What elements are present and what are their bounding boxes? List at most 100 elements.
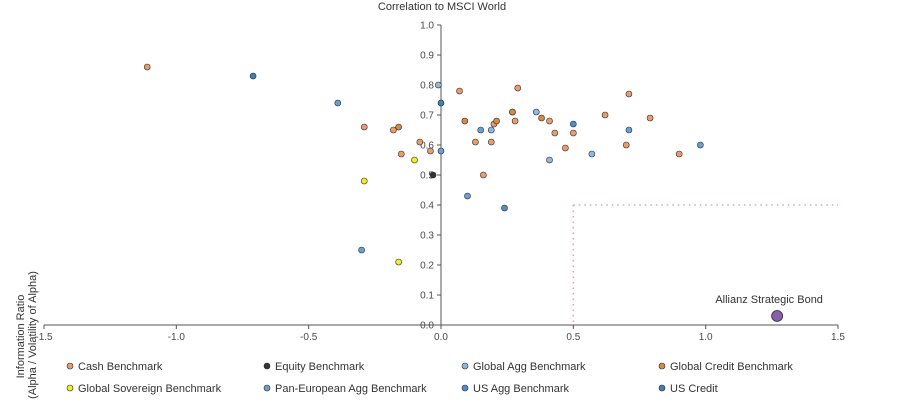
y-tick-label: 1.0 [420, 21, 434, 32]
y-tick-label: 0.4 [420, 201, 434, 212]
legend-item: Global Credit Benchmark [658, 361, 793, 373]
y-tick-label: 0.2 [420, 261, 434, 272]
legend-label: Cash Benchmark [78, 361, 163, 373]
legend-marker [658, 362, 666, 370]
legend-label: Pan-European Agg Benchmark [275, 383, 427, 395]
data-point [411, 156, 418, 164]
legend-label: Global Credit Benchmark [670, 361, 793, 373]
legend-label: Global Agg Benchmark [473, 361, 586, 373]
data-point [551, 129, 559, 137]
data-point [646, 114, 654, 122]
data-point [435, 81, 442, 89]
data-point [546, 156, 553, 164]
data-point [456, 87, 463, 95]
legend-item: Global Sovereign Benchmark [66, 383, 222, 395]
data-point [334, 99, 342, 107]
data-point [360, 177, 368, 185]
x-tick-label: 1.5 [831, 332, 845, 343]
y-tick-label: 0.9 [420, 51, 434, 62]
data-points [143, 63, 704, 266]
data-point [538, 114, 545, 122]
legend-label: US Credit [670, 383, 718, 395]
y-axis-label: Information Ratio (Alpha / Volatility of… [15, 271, 39, 399]
data-point [570, 120, 577, 128]
data-point [487, 138, 495, 146]
data-point [501, 204, 508, 212]
data-point [675, 150, 683, 158]
data-point [601, 111, 609, 119]
data-point [472, 138, 479, 146]
legend: Cash Benchmark Equity Benchmark Global Agg… [66, 361, 793, 395]
legend-item: US Credit [658, 383, 718, 395]
chart-title: Correlation to MSCI World [378, 1, 506, 13]
legend-label: US Agg Benchmark [473, 383, 569, 395]
data-point [546, 117, 553, 125]
y-tick-label: 0.5 [420, 171, 434, 182]
legend-item: US Agg Benchmark [461, 383, 569, 395]
x-tick-label: -1.0 [168, 332, 186, 343]
data-point [397, 150, 405, 158]
data-point [461, 117, 469, 125]
y-tick-label: 0.6 [420, 141, 434, 152]
axes [43, 24, 839, 329]
data-point [697, 141, 704, 149]
data-point [249, 72, 257, 80]
data-point [532, 108, 540, 116]
y-tick-label: 0.1 [420, 291, 434, 302]
x-tick-label: -0.5 [300, 332, 318, 343]
y-tick-labels: 0.0 0.1 0.2 0.3 0.4 0.5 0.6 0.7 0.8 0.9 1.0 [420, 21, 434, 332]
data-point [143, 63, 151, 71]
y-tick-label: 0.0 [420, 321, 434, 332]
y-tick-label: 0.7 [420, 111, 434, 122]
data-point [562, 144, 569, 152]
data-point [493, 117, 500, 125]
data-point [480, 171, 487, 179]
data-point [487, 126, 495, 134]
legend-item: Pan-European Agg Benchmark [263, 383, 427, 395]
highlight-label: Allianz Strategic Bond [715, 294, 823, 306]
legend-marker [461, 384, 469, 392]
threshold-guides [572, 204, 838, 325]
legend-marker [658, 384, 666, 392]
data-point [437, 99, 445, 107]
data-point [395, 123, 402, 131]
highlight-point [771, 310, 784, 322]
data-point [427, 147, 434, 155]
data-point [464, 192, 471, 200]
x-tick-label: 0.5 [566, 332, 580, 343]
data-point [477, 126, 485, 134]
legend-marker [66, 362, 74, 370]
legend-marker [263, 384, 271, 392]
legend-label: Global Sovereign Benchmark [78, 383, 222, 395]
data-point [437, 147, 445, 155]
legend-marker [66, 384, 74, 392]
data-point [622, 141, 630, 149]
data-point [514, 84, 522, 92]
x-tick-label: -1.5 [35, 332, 53, 343]
legend-item: Equity Benchmark [263, 361, 365, 373]
data-point [509, 108, 516, 116]
data-point [416, 138, 424, 146]
data-point [390, 126, 397, 134]
data-point [625, 126, 633, 134]
y-tick-label: 0.3 [420, 231, 434, 242]
legend-marker [263, 362, 271, 370]
x-tick-label: 1.0 [699, 332, 713, 343]
legend-marker [461, 362, 469, 370]
data-point [588, 150, 596, 158]
legend-label: Equity Benchmark [275, 361, 365, 373]
x-tick-labels: -1.5 -1.0 -0.5 0.0 0.5 1.0 1.5 [35, 332, 845, 343]
x-tick-label: 0.0 [434, 332, 448, 343]
data-point [429, 171, 437, 179]
legend-item: Global Agg Benchmark [461, 361, 586, 373]
highlight-group: Allianz Strategic Bond [715, 294, 823, 322]
data-point [511, 117, 519, 125]
legend-item: Cash Benchmark [66, 361, 163, 373]
data-point [395, 258, 402, 266]
data-point [570, 129, 577, 137]
y-tick-label: 0.8 [420, 81, 434, 92]
data-point [358, 246, 365, 254]
data-point [360, 123, 368, 131]
data-point [625, 90, 633, 98]
